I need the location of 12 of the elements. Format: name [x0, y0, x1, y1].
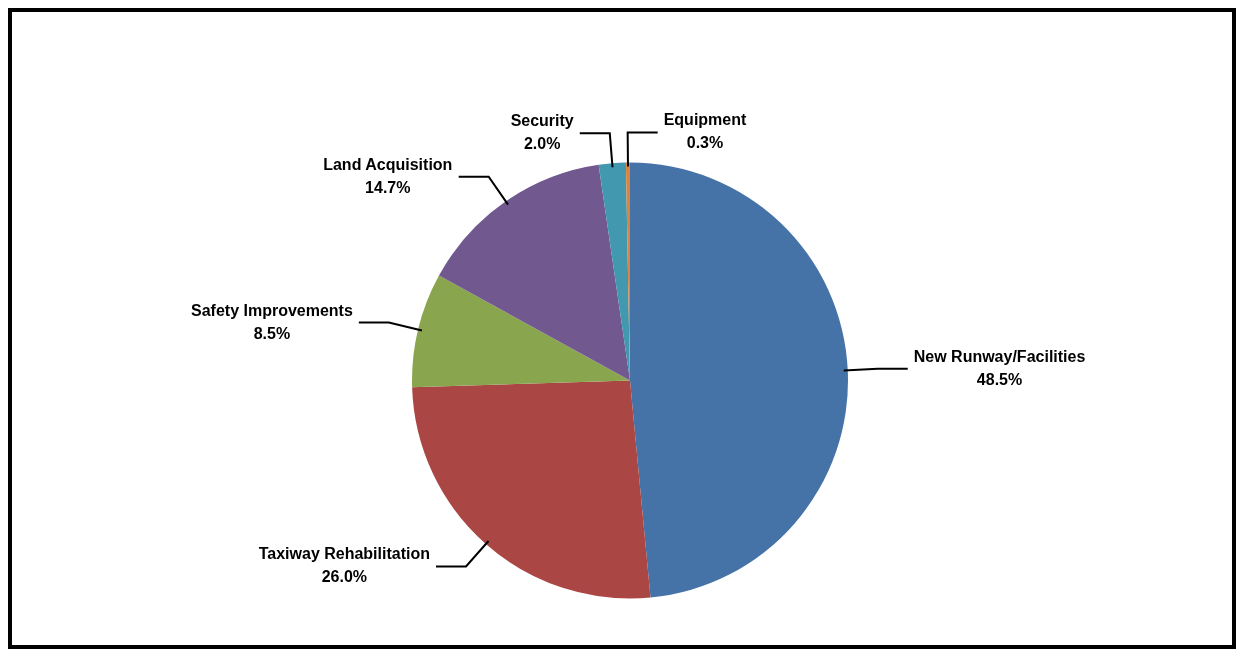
slice-label: Safety Improvements [191, 301, 353, 319]
data-label: 8.5% [253, 324, 291, 342]
slice-label: New Runway/Facilities [913, 347, 1086, 365]
slice-label: Land Acquisition [323, 155, 453, 173]
slice-label: Equipment [663, 111, 747, 129]
data-label: 48.5% [976, 370, 1023, 388]
slice-label: Taxiway Rehabilitation [258, 545, 430, 563]
data-label: 26.0% [321, 568, 368, 586]
data-label: 0.3% [686, 134, 724, 152]
slice-label: Security [510, 112, 574, 130]
data-label: 2.0% [523, 135, 561, 153]
data-label: 14.7% [365, 178, 411, 196]
